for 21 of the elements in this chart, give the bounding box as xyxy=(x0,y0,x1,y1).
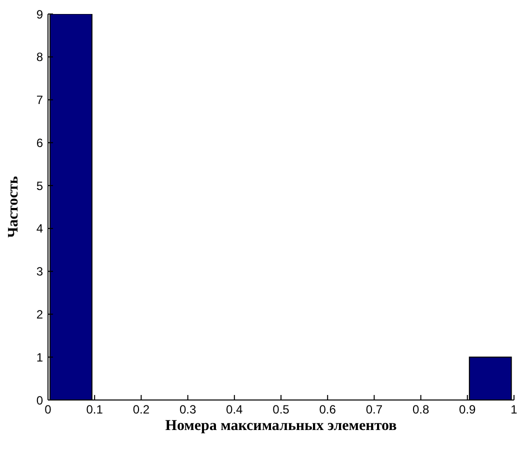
x-tick-label: 0.7 xyxy=(366,402,383,417)
x-tick-label: 1 xyxy=(510,402,518,417)
x-tick-label: 0.6 xyxy=(319,402,336,417)
x-tick-label: 0.4 xyxy=(226,402,244,417)
y-tick-label: 8 xyxy=(36,50,44,64)
y-tick-label: 9 xyxy=(36,7,44,22)
x-axis-title: Номера максимальных элементов xyxy=(164,418,398,435)
y-tick-label: 7 xyxy=(36,93,44,108)
x-tick-label: 0.1 xyxy=(86,402,104,417)
y-tick-label: 4 xyxy=(36,222,44,236)
x-tick-label: 0.2 xyxy=(132,402,150,417)
x-tick-label: 0.8 xyxy=(412,402,430,417)
x-tick-label: 0.5 xyxy=(272,402,290,417)
y-tick-label: 1 xyxy=(36,350,44,364)
y-tick-label: 6 xyxy=(36,136,44,150)
x-tick-label: 0.9 xyxy=(459,402,476,417)
y-tick-label: 2 xyxy=(36,307,44,322)
y-tick-label: 5 xyxy=(36,178,44,193)
y-tick-label: 0 xyxy=(36,393,44,408)
x-tick-label: 0.3 xyxy=(179,402,196,417)
y-tick-label: 3 xyxy=(36,264,44,279)
